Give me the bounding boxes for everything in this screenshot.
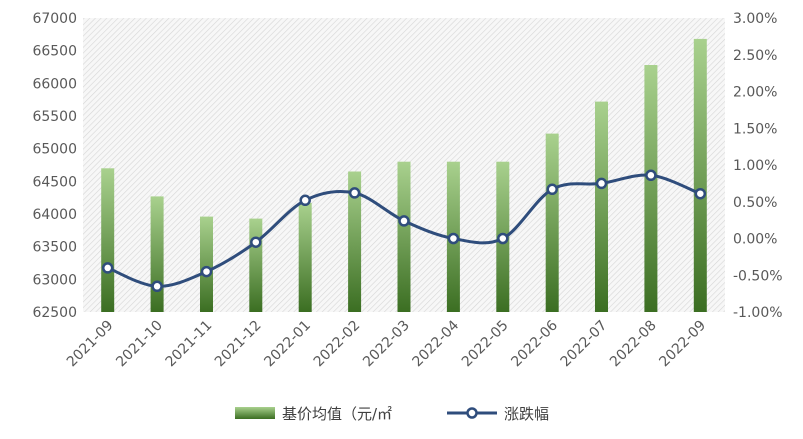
bar — [249, 218, 263, 312]
x-tick-label: 2022-01 — [261, 318, 314, 371]
bar — [545, 133, 559, 312]
bar — [397, 161, 411, 312]
y-right-tick-label: 0.00% — [733, 232, 777, 248]
x-tick-label: 2022-07 — [558, 318, 611, 371]
y-left-tick-label: 66000 — [32, 76, 77, 92]
y-left-tick-label: 64500 — [32, 174, 77, 190]
bar — [595, 101, 608, 312]
left-axis: 62500 63000 63500 64000 64500 65000 65500 66000… — [32, 11, 77, 321]
y-right-tick-label: 0.50% — [733, 195, 777, 211]
y-left-tick-label: 62500 — [32, 305, 77, 321]
bar — [348, 171, 362, 312]
y-right-tick-label: -0.50% — [733, 268, 783, 284]
x-tick-label: 2022-08 — [607, 318, 660, 371]
bar — [644, 65, 658, 312]
y-right-tick-label: 1.00% — [733, 158, 777, 174]
line-marker — [497, 232, 509, 245]
x-axis: 2021-092021-102021-112021-122022-012022-… — [64, 317, 709, 370]
line-marker — [250, 236, 262, 248]
y-right-tick-label: 2.00% — [733, 85, 777, 101]
bar-series — [101, 38, 707, 313]
y-right-tick-label: -1.00% — [733, 305, 783, 321]
line-marker — [101, 262, 114, 274]
line-marker — [200, 265, 213, 278]
x-tick-label: 2022-04 — [410, 317, 463, 370]
y-left-tick-label: 66500 — [32, 44, 77, 60]
y-right-tick-label: 2.50% — [733, 48, 777, 64]
legend-line-label: 涨跌幅 — [504, 405, 549, 423]
y-left-tick-label: 65500 — [32, 109, 77, 125]
x-tick-label: 2022-03 — [360, 318, 413, 371]
line-marker — [645, 169, 657, 182]
line-marker — [151, 280, 163, 293]
bar — [150, 196, 164, 312]
line-marker — [348, 187, 361, 199]
bar — [101, 168, 115, 312]
x-tick-label: 2022-06 — [508, 317, 561, 370]
bar — [200, 216, 213, 312]
y-right-tick-label: 1.50% — [733, 121, 777, 137]
bar — [298, 202, 312, 312]
legend-line-marker — [466, 407, 478, 419]
right-axis: -1.00% -0.50% 0.00% 0.50% 1.00% 1.50% 2.00% 2.5… — [733, 11, 783, 321]
line-marker — [398, 215, 410, 227]
line-marker — [694, 187, 707, 200]
bar — [693, 38, 707, 313]
line-series — [101, 169, 707, 293]
y-left-tick-label: 64000 — [32, 207, 77, 223]
legend: 基价均值（元/㎡ 涨跌幅 — [235, 405, 549, 423]
x-tick-label: 2021-09 — [64, 318, 117, 371]
y-left-tick-label: 67000 — [32, 11, 77, 27]
y-left-tick-label: 63000 — [32, 272, 77, 288]
y-left-tick-label: 65000 — [32, 142, 77, 158]
legend-bar-label: 基价均值（元/㎡ — [282, 405, 392, 423]
legend-bar-swatch — [235, 407, 275, 419]
line-marker — [447, 232, 460, 245]
line-marker — [299, 194, 311, 207]
y-right-tick-label: 3.00% — [733, 11, 777, 27]
line-marker — [546, 183, 558, 196]
x-tick-label: 2021-10 — [113, 318, 166, 371]
x-tick-label: 2021-12 — [212, 318, 265, 371]
line-marker — [595, 177, 608, 190]
x-tick-label: 2022-09 — [656, 318, 709, 371]
y-left-tick-label: 63500 — [32, 240, 77, 256]
x-tick-label: 2021-11 — [163, 318, 216, 371]
x-tick-label: 2022-02 — [311, 318, 364, 371]
x-tick-label: 2022-05 — [459, 318, 512, 371]
